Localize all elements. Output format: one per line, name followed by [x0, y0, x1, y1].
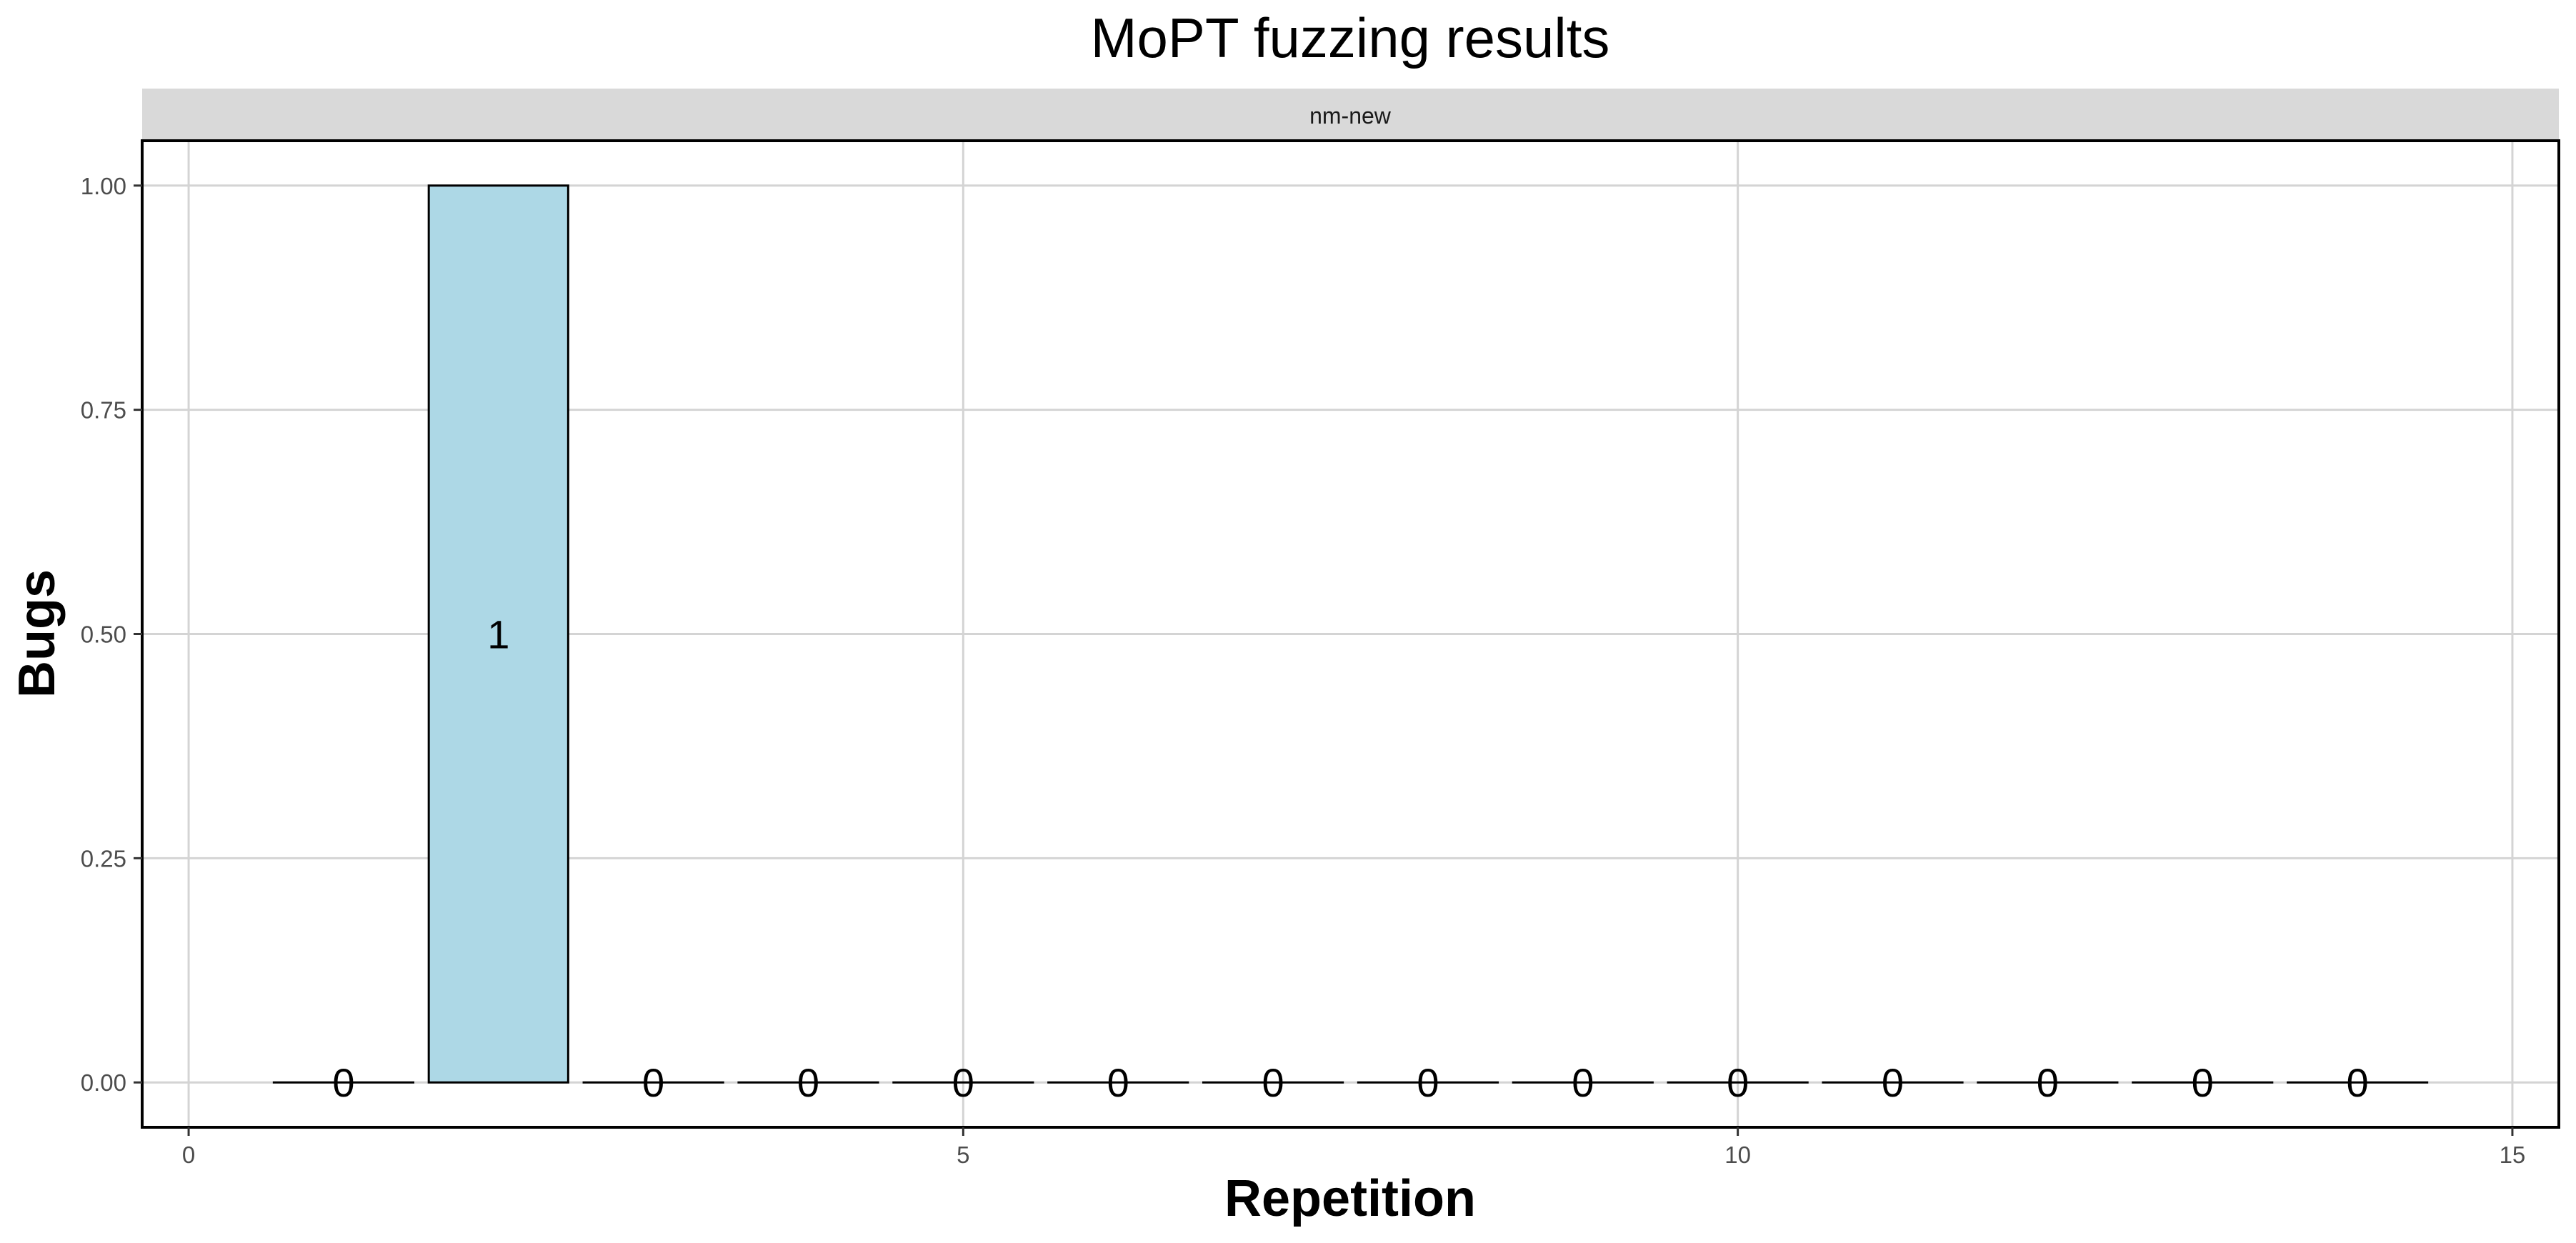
x-tick-label: 5 [957, 1142, 969, 1168]
x-tick-label: 10 [1724, 1142, 1751, 1168]
x-axis: 0 5 10 15 [182, 1127, 2525, 1168]
y-tick-label: 0.50 [81, 622, 126, 648]
bar [427, 184, 569, 1084]
bar-value-label: 0 [1107, 1060, 1129, 1105]
bar-value-label: 0 [1262, 1060, 1284, 1105]
bar-value-label: 0 [1727, 1060, 1749, 1105]
bar-value-label: 0 [1882, 1060, 1904, 1105]
bar-value-label: 1 [487, 612, 509, 657]
bar-value-label: 0 [1572, 1060, 1594, 1105]
x-tick-label: 15 [2500, 1142, 2526, 1168]
y-axis: 0.00 0.25 0.50 0.75 1.00 [81, 173, 142, 1096]
y-tick-label: 1.00 [81, 173, 126, 199]
facet-strip [142, 89, 2559, 141]
y-tick-label: 0.25 [81, 845, 126, 872]
bars [272, 184, 2429, 1084]
chart-title: MoPT fuzzing results [1091, 6, 1610, 69]
y-tick-label: 0.00 [81, 1069, 126, 1096]
bar-labels: 0 1 0 0 0 0 0 0 0 0 0 0 0 0 [332, 612, 2368, 1106]
facet-strip-label: nm-new [1309, 103, 1392, 129]
x-axis-title: Repetition [1224, 1170, 1476, 1227]
bar-value-label: 0 [2037, 1060, 2059, 1105]
bar-value-label: 0 [642, 1060, 664, 1105]
bar-value-label: 0 [797, 1060, 819, 1105]
bar-value-label: 0 [2192, 1060, 2214, 1105]
y-tick-label: 0.75 [81, 397, 126, 424]
bar-value-label: 0 [332, 1060, 354, 1105]
y-axis-title: Bugs [9, 569, 66, 698]
bar-value-label: 0 [1417, 1060, 1439, 1105]
bar-value-label: 0 [952, 1060, 974, 1105]
bar-value-label: 0 [2347, 1060, 2369, 1105]
x-tick-label: 0 [182, 1142, 195, 1168]
